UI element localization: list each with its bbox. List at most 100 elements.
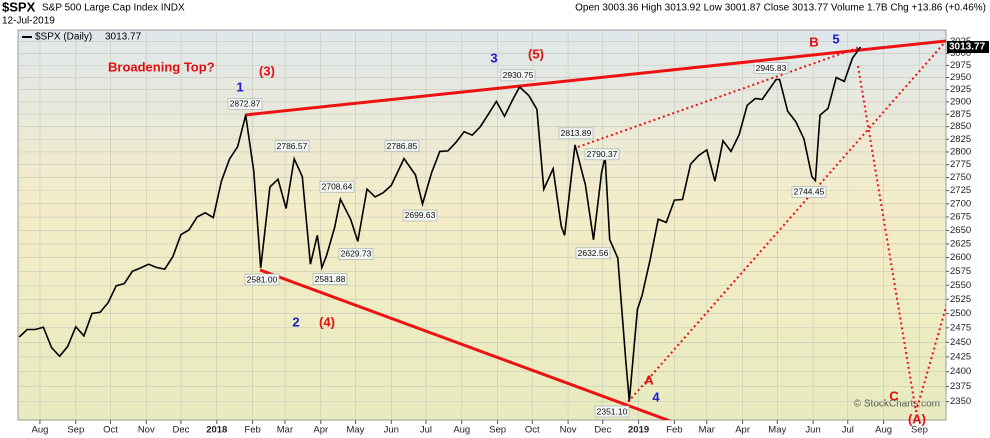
point-label-box bbox=[791, 186, 827, 198]
y-tick-label: 2625 bbox=[950, 238, 971, 249]
point-label: 2708.64 bbox=[322, 181, 353, 191]
point-label: 2945.83 bbox=[756, 63, 787, 73]
x-tick-label: May bbox=[346, 425, 364, 436]
x-tick-label: Sep bbox=[489, 425, 506, 436]
y-tick-label: 2425 bbox=[950, 351, 971, 362]
x-tick-label: 2019 bbox=[628, 425, 649, 436]
point-label: 2581.00 bbox=[247, 274, 278, 284]
point-label: 2699.63 bbox=[405, 210, 436, 220]
point-label-box bbox=[575, 247, 611, 260]
x-tick-label: Apr bbox=[313, 425, 328, 436]
price-line bbox=[18, 46, 862, 402]
dotted-line bbox=[627, 40, 946, 403]
annotation: A bbox=[644, 372, 654, 387]
x-tick-label: Nov bbox=[560, 425, 577, 436]
x-tick-label: May bbox=[768, 425, 786, 436]
point-label-box bbox=[227, 97, 263, 110]
y-tick-label: 2575 bbox=[950, 266, 971, 277]
date: 12-Jul-2019 bbox=[2, 16, 55, 27]
x-tick-label: Dec bbox=[172, 425, 189, 436]
annotation: B bbox=[809, 34, 818, 49]
point-label-box bbox=[500, 69, 536, 82]
plot-area bbox=[17, 29, 947, 421]
annotation: (5) bbox=[528, 46, 544, 61]
y-tick-label: 2450 bbox=[950, 337, 971, 348]
x-tick-label: Dec bbox=[594, 425, 611, 436]
point-label-box bbox=[312, 273, 348, 285]
point-label: 2813.89 bbox=[561, 128, 592, 138]
point-label-box bbox=[558, 127, 594, 140]
trend-lines bbox=[244, 39, 946, 420]
point-label: 2629.73 bbox=[341, 249, 372, 259]
y-tick-label: 2675 bbox=[950, 212, 971, 223]
y-tick-label: 2650 bbox=[950, 225, 971, 236]
quote: Open 3003.36 High 3013.92 Low 3001.87 Cl… bbox=[575, 3, 986, 14]
x-tick-label: Sep bbox=[911, 425, 928, 436]
x-tick-label: Aug bbox=[32, 425, 49, 436]
point-label: 2786.85 bbox=[387, 141, 418, 151]
point-label-box bbox=[584, 148, 620, 161]
annotation: 2 bbox=[292, 314, 299, 329]
y-tick-label: 2875 bbox=[950, 109, 971, 120]
annotation: (A) bbox=[908, 411, 926, 426]
point-label: 2786.57 bbox=[277, 141, 308, 151]
annotation: 4 bbox=[652, 389, 660, 404]
x-tick-label: Mar bbox=[699, 425, 715, 436]
chart-title: $SPX bbox=[2, 0, 36, 14]
point-label: 2872.87 bbox=[230, 99, 261, 109]
y-tick-label: 2825 bbox=[950, 134, 971, 145]
price-tag bbox=[947, 41, 989, 54]
point-label-box bbox=[402, 209, 438, 222]
trend-line bbox=[259, 268, 672, 420]
x-tick-label: Jun bbox=[805, 425, 820, 436]
price-tag-label: 3013.77 bbox=[949, 42, 986, 53]
point-label-box bbox=[384, 140, 420, 152]
point-label: 2632.56 bbox=[578, 248, 609, 258]
point-label: 2790.37 bbox=[587, 149, 618, 159]
annotation: Broadening Top? bbox=[108, 59, 215, 74]
x-tick-label: Oct bbox=[103, 425, 118, 436]
x-tick-label: Jun bbox=[384, 425, 399, 436]
point-label-box bbox=[338, 248, 374, 260]
y-tick-label: 3000 bbox=[950, 48, 971, 59]
x-tick-label: Jul bbox=[842, 425, 854, 436]
y-tick-label: 2475 bbox=[950, 322, 971, 333]
x-tick-label: Aug bbox=[453, 425, 470, 436]
annotation: 5 bbox=[832, 31, 839, 46]
y-tick-label: 2975 bbox=[950, 60, 971, 71]
y-tick-label: 2400 bbox=[950, 366, 971, 377]
x-tick-label: Feb bbox=[666, 425, 682, 436]
x-tick-label: Sep bbox=[67, 425, 84, 436]
dotted-line bbox=[857, 65, 917, 413]
annotation: 1 bbox=[236, 79, 243, 94]
x-tick-label: Mar bbox=[277, 425, 293, 436]
y-tick-label: 2525 bbox=[950, 294, 971, 305]
x-tick-label: Oct bbox=[525, 425, 540, 436]
x-tick-label: Aug bbox=[875, 425, 892, 436]
point-label-box bbox=[244, 273, 280, 286]
x-tick-label: 2018 bbox=[206, 425, 227, 436]
point-label-box bbox=[594, 405, 630, 418]
x-tick-label: Jul bbox=[420, 425, 432, 436]
x-tick-label: Nov bbox=[138, 425, 155, 436]
point-label-box bbox=[274, 140, 310, 153]
watermark: © StockCharts.com bbox=[854, 399, 940, 410]
y-tick-label: 2500 bbox=[950, 308, 971, 319]
legend-value: 3013.77 bbox=[105, 32, 142, 43]
subtitle: S&P 500 Large Cap Index INDX bbox=[42, 3, 185, 14]
y-tick-label: 2850 bbox=[950, 121, 971, 132]
annotation: (3) bbox=[259, 63, 275, 78]
y-tick-label: 2775 bbox=[950, 159, 971, 170]
y-tick-label: 2950 bbox=[950, 72, 971, 83]
x-tick-label: Apr bbox=[735, 425, 750, 436]
point-label: 2351.10 bbox=[597, 406, 628, 416]
y-tick-label: 2800 bbox=[950, 146, 971, 157]
point-label: 2581.88 bbox=[315, 274, 346, 284]
point-label-box bbox=[319, 180, 355, 193]
annotation: 3 bbox=[490, 50, 497, 65]
annotation: (4) bbox=[319, 314, 335, 329]
y-tick-label: 2550 bbox=[950, 280, 971, 291]
y-tick-label: 2900 bbox=[950, 96, 971, 107]
y-tick-label: 2925 bbox=[950, 84, 971, 95]
